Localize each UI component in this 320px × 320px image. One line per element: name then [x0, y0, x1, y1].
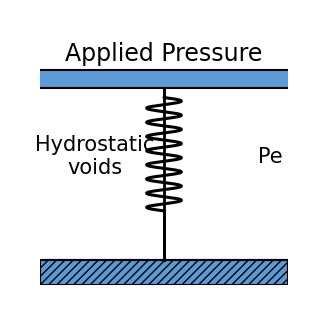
Bar: [40, 260, 288, 285]
Text: Applied Pressure: Applied Pressure: [65, 43, 263, 67]
Text: Hydrostatic
voids: Hydrostatic voids: [35, 135, 154, 178]
Bar: [40, 88, 288, 260]
Text: Pe: Pe: [258, 147, 283, 167]
Bar: [40, 70, 288, 88]
